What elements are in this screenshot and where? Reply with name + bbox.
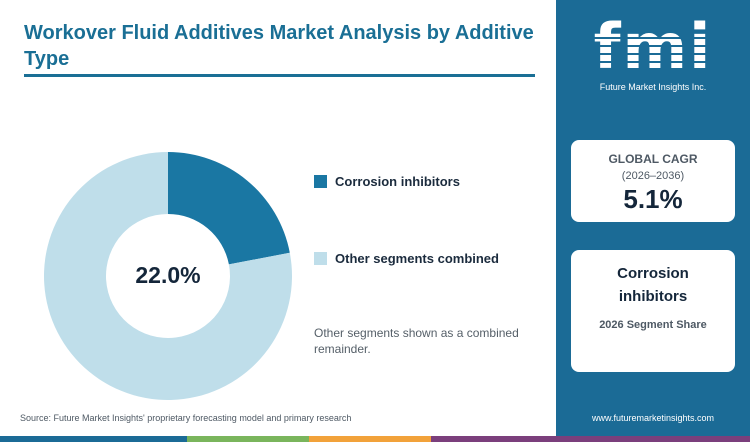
legend-label: Other segments combined: [335, 251, 499, 266]
chart-title: Workover Fluid Additives Market Analysis…: [24, 22, 534, 70]
donut-slice-other-segments-combined: [43, 152, 292, 400]
segment-subtitle: 2026 Segment Share: [599, 319, 707, 331]
website-url: www.futuremarketinsights.com: [591, 413, 715, 423]
segment-name: Corrosion inhibitors: [617, 265, 689, 305]
legend-item-other-segments: Other segments combined: [314, 251, 499, 266]
cagr-value: 5.1%: [623, 184, 683, 214]
bottom-bar-segment: [0, 436, 187, 442]
svg-text:Future Market Insights Inc.: Future Market Insights Inc.: [600, 82, 707, 92]
legend-swatch-other-segments: [314, 252, 327, 265]
donut-center-label: 22.0%: [135, 262, 200, 288]
bottom-bar-segment: [187, 436, 309, 442]
segment-card: Corrosion inhibitors 2026 Segment Share: [571, 250, 735, 372]
donut-chart: 22.0%: [43, 152, 292, 400]
legend-label: Corrosion inhibitors: [335, 174, 460, 189]
cagr-label: GLOBAL CAGR: [608, 152, 698, 166]
donut-slice-corrosion-inhibitors: [168, 152, 290, 265]
legend-swatch-corrosion-inhibitors: [314, 175, 327, 188]
cagr-period: (2026–2036): [621, 170, 685, 182]
sidebar: fmi Future Market Insights Inc. GLOBAL C…: [556, 0, 750, 436]
bottom-bar-segment: [431, 436, 750, 442]
fmi-logo: fmi Future Market Insights Inc.: [586, 14, 720, 92]
source-note: Source: Future Market Insights' propriet…: [20, 413, 352, 423]
legend-item-corrosion-inhibitors: Corrosion inhibitors: [314, 174, 460, 189]
title-underline: [24, 74, 535, 77]
chart-note: Other segments shown as a combined remai…: [314, 326, 519, 356]
cagr-card: GLOBAL CAGR (2026–2036) 5.1%: [571, 140, 735, 222]
bottom-color-bar: [0, 436, 750, 442]
chart-panel: Workover Fluid Additives Market Analysis…: [20, 22, 535, 423]
bottom-bar-segment: [309, 436, 431, 442]
svg-text:fmi: fmi: [594, 14, 713, 83]
